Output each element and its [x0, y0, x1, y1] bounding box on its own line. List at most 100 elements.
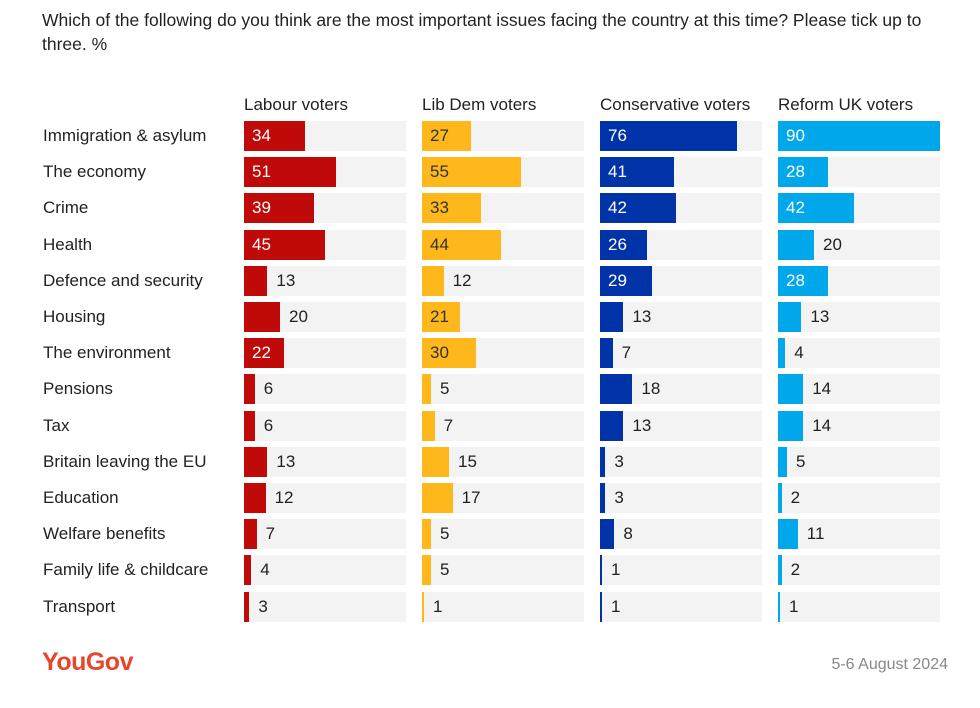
bar-track: 5: [422, 519, 584, 550]
bar-track: 76: [600, 121, 762, 151]
bar-track: 15: [422, 446, 584, 477]
category-label: Immigration & asylum: [43, 126, 207, 145]
data-label: 34: [252, 126, 271, 145]
series-header: Labour voters: [244, 95, 348, 114]
series-header: Reform UK voters: [778, 95, 914, 114]
series-header: Conservative voters: [600, 95, 751, 114]
data-label: 4: [794, 343, 804, 363]
data-label: 2: [790, 560, 801, 580]
data-label: 42: [608, 198, 627, 218]
data-label: 28: [786, 162, 805, 182]
bar: [600, 338, 613, 369]
bar: [244, 265, 268, 296]
bar: [778, 338, 786, 369]
data-label: 30: [430, 343, 449, 363]
bar: [778, 229, 814, 260]
category-label: The environment: [43, 343, 171, 363]
bar: [422, 374, 431, 405]
category-label: Pensions: [43, 379, 113, 399]
data-label: 12: [452, 270, 472, 290]
data-label: 42: [786, 198, 805, 218]
bar-track: 5: [778, 446, 940, 477]
data-label: 13: [632, 415, 652, 435]
bar: [244, 446, 268, 477]
bar: [600, 446, 606, 477]
bar: [422, 410, 435, 441]
bar-track: 42: [778, 193, 940, 224]
bar-track: 41: [600, 157, 762, 188]
bar: [244, 193, 315, 224]
bar-track: 5: [422, 374, 584, 405]
bar-track: 2: [778, 483, 940, 513]
category-label: Tax: [43, 415, 70, 435]
data-label: 1: [789, 596, 799, 616]
data-label: 33: [430, 198, 449, 218]
bar-track: 39: [244, 193, 406, 224]
bar: [600, 302, 624, 332]
bar: [422, 338, 476, 369]
bar: [244, 157, 336, 188]
data-label: 6: [263, 379, 274, 399]
yougov-logo: YouGov: [42, 648, 133, 676]
category-label: Housing: [43, 307, 106, 326]
data-label: 28: [786, 270, 805, 290]
bar: [422, 302, 460, 332]
data-label: 45: [252, 234, 271, 254]
bar-track: 30: [422, 338, 584, 369]
bar-track: 7: [244, 519, 406, 550]
bar-track: 28: [778, 265, 940, 296]
bar-track: 13: [778, 302, 940, 332]
bar-track: 3: [600, 446, 762, 477]
bar: [422, 555, 431, 586]
category-label: Welfare benefits: [43, 524, 166, 544]
bar: [778, 410, 804, 441]
bar-track: 13: [244, 446, 406, 477]
bar-track: 13: [600, 410, 762, 441]
data-label: 1: [433, 596, 443, 616]
bar-track: 18: [600, 374, 762, 405]
bar-track: 27: [422, 121, 584, 151]
data-label: 3: [614, 488, 624, 507]
data-label: 22: [252, 343, 271, 363]
data-label: 14: [812, 379, 832, 399]
data-label: 7: [443, 415, 454, 435]
bar: [422, 519, 431, 550]
data-label: 2: [790, 488, 801, 507]
bar: [244, 555, 252, 586]
bar: [422, 193, 482, 224]
category-label: Health: [43, 234, 93, 254]
bar: [422, 591, 424, 622]
bar-track: 5: [422, 555, 584, 586]
data-label: 3: [614, 451, 624, 471]
bar: [422, 483, 453, 513]
bar-track: 6: [244, 374, 406, 405]
bar: [600, 157, 674, 188]
data-label: 20: [289, 307, 308, 326]
bar: [244, 591, 250, 622]
data-label: 13: [810, 307, 830, 326]
bar-track: 1: [600, 591, 762, 622]
bar: [778, 446, 787, 477]
category-label: Defence and security: [43, 270, 203, 290]
bar-track: 12: [244, 483, 406, 513]
bar-track: 22: [244, 338, 406, 369]
data-label: 51: [252, 162, 271, 182]
bar-track: 29: [600, 265, 762, 296]
bar: [778, 519, 798, 550]
bar-track: 3: [244, 591, 406, 622]
bar: [600, 121, 737, 151]
data-label: 14: [812, 415, 832, 435]
bar: [600, 519, 615, 550]
bar: [244, 374, 255, 405]
bar: [600, 229, 647, 260]
bar: [778, 193, 854, 224]
bar-track: 90: [778, 121, 940, 151]
bar: [600, 374, 633, 405]
bar-track: 45: [244, 229, 406, 260]
data-label: 11: [806, 524, 825, 544]
bar: [778, 555, 782, 586]
bar: [600, 483, 606, 513]
survey-date: 5-6 August 2024: [831, 656, 948, 673]
data-label: 13: [276, 270, 296, 290]
bar-track: 12: [422, 265, 584, 296]
